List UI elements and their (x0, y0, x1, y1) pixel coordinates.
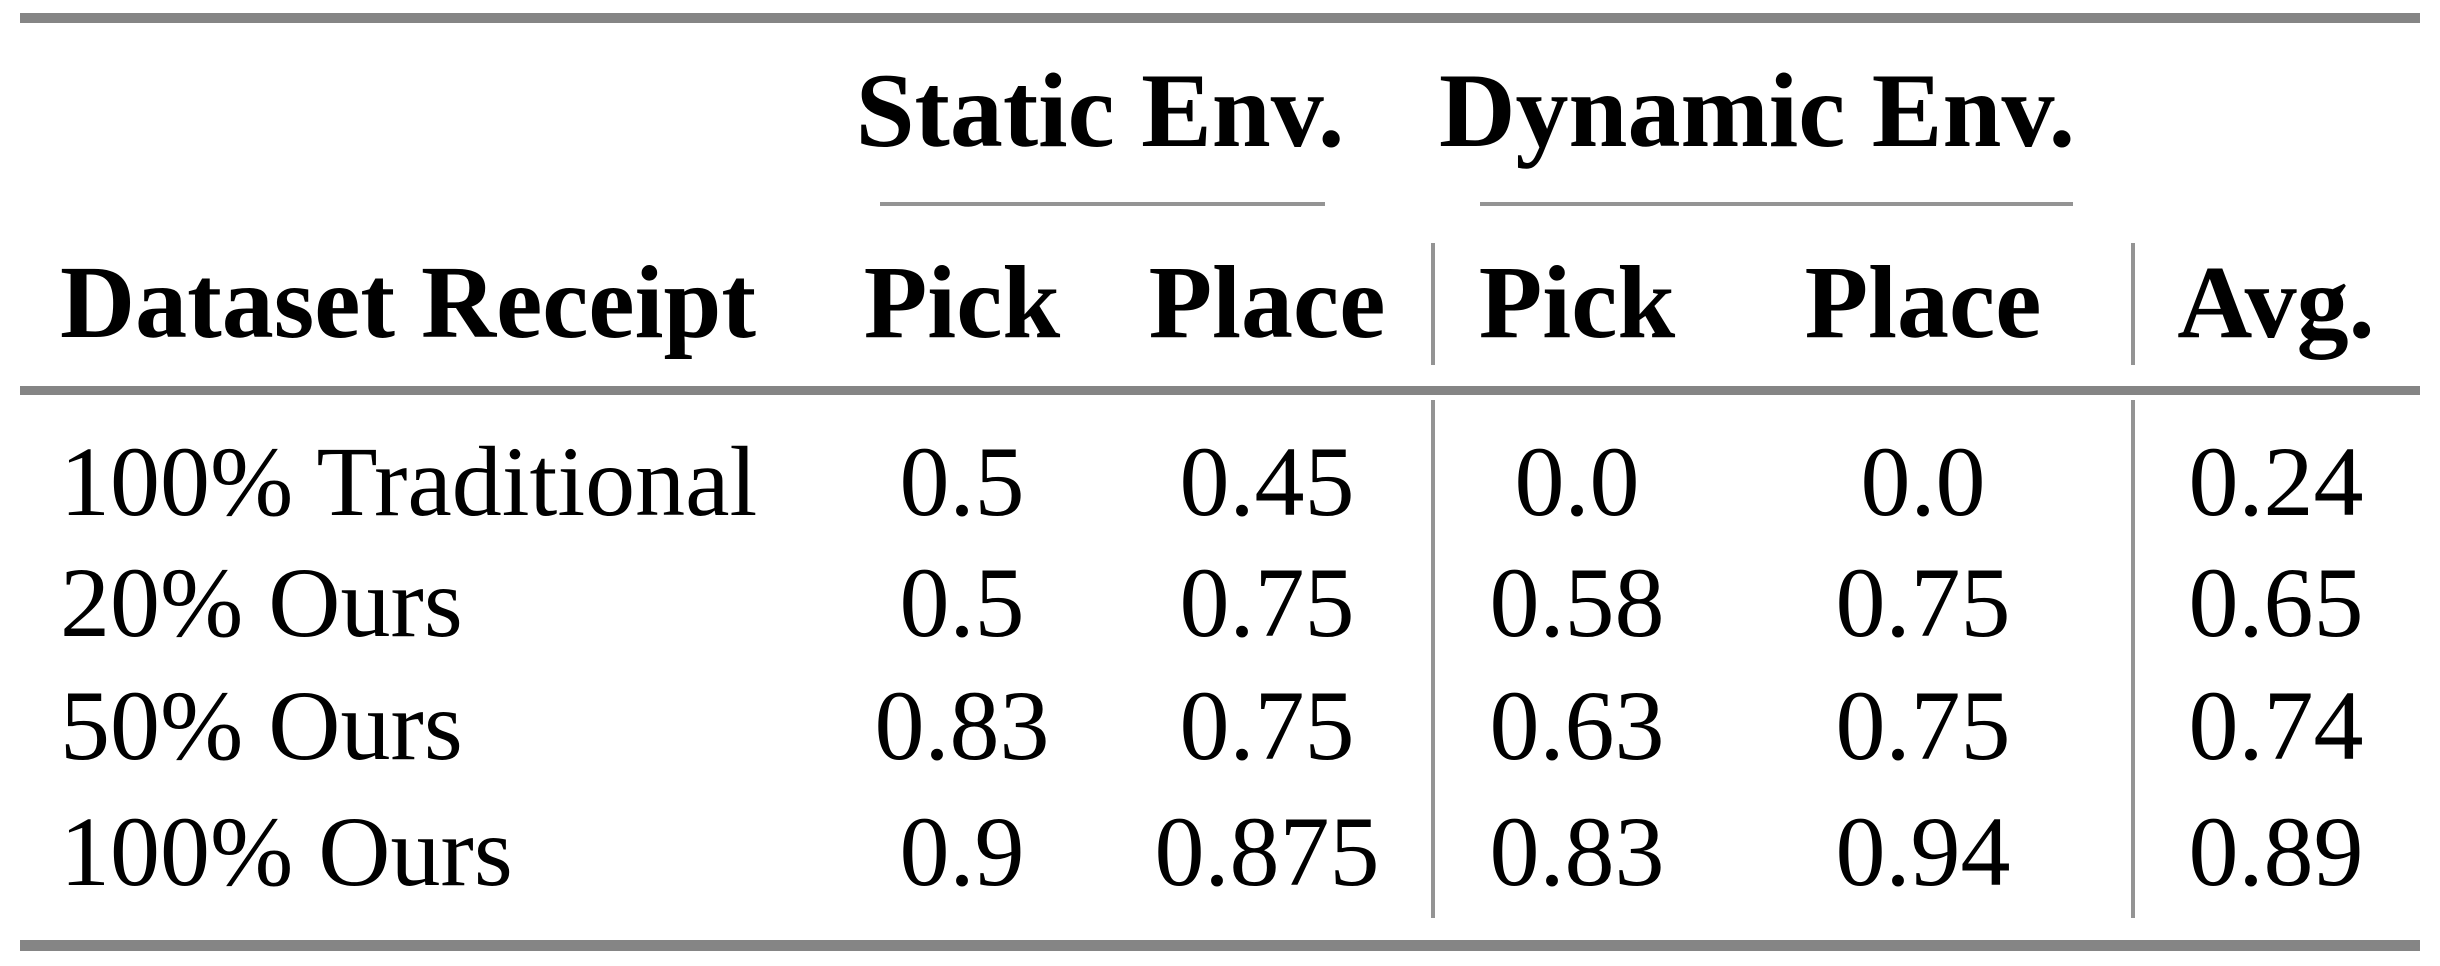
value-100-traditional-static-pick: 0.5 (899, 426, 1025, 537)
table-top-rule (20, 13, 2420, 23)
value-100-ours-dynamic-place: 0.94 (1835, 796, 2011, 907)
value-100-ours-avg: 0.89 (2188, 796, 2364, 907)
value-20-ours-dynamic-place: 0.75 (1835, 547, 2011, 658)
column-group-static-env: Static Env. (855, 52, 1345, 169)
value-100-traditional-avg: 0.24 (2188, 426, 2364, 537)
value-100-ours-dynamic-pick: 0.83 (1489, 796, 1665, 907)
value-100-ours-static-pick: 0.9 (899, 796, 1025, 907)
dynamic-avg-divider-body (2131, 400, 2135, 918)
static-dynamic-divider-header (1431, 243, 1435, 365)
header-static-place: Place (1148, 245, 1386, 360)
value-50-ours-static-place: 0.75 (1179, 670, 1355, 781)
value-20-ours-static-place: 0.75 (1179, 547, 1355, 658)
header-avg: Avg. (2177, 245, 2375, 360)
column-group-dynamic-env: Dynamic Env. (1439, 52, 2076, 169)
row-label-50-ours: 50% Ours (60, 670, 463, 781)
value-50-ours-avg: 0.74 (2188, 670, 2364, 781)
row-label-100-traditional: 100% Traditional (60, 426, 758, 537)
value-50-ours-static-pick: 0.83 (874, 670, 1050, 781)
value-50-ours-dynamic-place: 0.75 (1835, 670, 2011, 781)
value-100-ours-static-place: 0.875 (1154, 796, 1380, 907)
header-dataset-receipt: Dataset Receipt (60, 245, 756, 360)
row-label-20-ours: 20% Ours (60, 547, 463, 658)
value-50-ours-dynamic-pick: 0.63 (1489, 670, 1665, 781)
value-20-ours-avg: 0.65 (2188, 547, 2364, 658)
value-20-ours-static-pick: 0.5 (899, 547, 1025, 658)
table-bottom-rule (20, 940, 2420, 951)
row-label-100-ours: 100% Ours (60, 796, 513, 907)
value-20-ours-dynamic-pick: 0.58 (1489, 547, 1665, 658)
header-dynamic-place: Place (1804, 245, 2042, 360)
value-100-traditional-dynamic-place: 0.0 (1860, 426, 1986, 537)
static-env-underline-rule (880, 202, 1325, 206)
header-static-pick: Pick (863, 245, 1061, 360)
value-100-traditional-static-place: 0.45 (1179, 426, 1355, 537)
static-dynamic-divider-body (1431, 400, 1435, 918)
dynamic-avg-divider-header (2131, 243, 2135, 365)
dynamic-env-underline-rule (1480, 202, 2073, 206)
header-separator-rule (20, 386, 2420, 395)
value-100-traditional-dynamic-pick: 0.0 (1514, 426, 1640, 537)
header-dynamic-pick: Pick (1478, 245, 1676, 360)
